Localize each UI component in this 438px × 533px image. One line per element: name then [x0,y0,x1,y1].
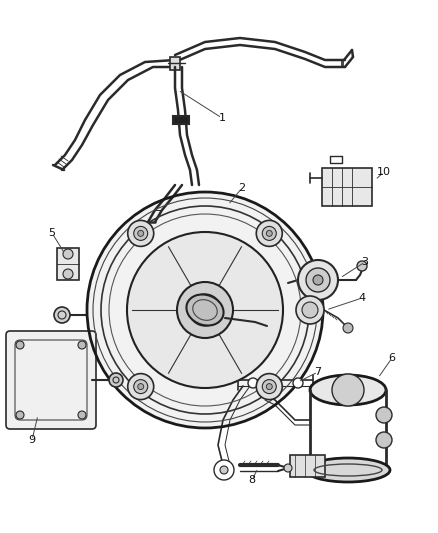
Circle shape [134,227,148,240]
Circle shape [138,384,144,390]
Circle shape [343,323,353,333]
Circle shape [54,307,70,323]
Circle shape [128,374,154,400]
Text: 3: 3 [361,257,368,267]
Ellipse shape [310,375,386,405]
Circle shape [313,275,323,285]
Circle shape [296,296,324,324]
Circle shape [220,466,228,474]
Text: 7: 7 [314,367,321,377]
Circle shape [266,230,272,237]
Circle shape [293,378,303,388]
Circle shape [262,227,276,240]
Circle shape [138,230,144,237]
Circle shape [16,341,24,349]
Circle shape [376,407,392,423]
Text: 9: 9 [28,435,35,445]
Circle shape [16,411,24,419]
Circle shape [127,232,283,388]
Text: 4: 4 [358,293,366,303]
Circle shape [189,294,221,326]
Circle shape [63,249,73,259]
Text: 1: 1 [219,113,226,123]
Circle shape [332,374,364,406]
Bar [290,455,325,477]
Circle shape [78,341,86,349]
FancyBboxPatch shape [6,331,96,429]
Circle shape [284,464,292,472]
Ellipse shape [306,458,390,482]
Circle shape [87,192,323,428]
Circle shape [109,373,123,387]
Circle shape [248,378,258,388]
Circle shape [256,221,282,246]
Text: 6: 6 [389,353,396,363]
Bar [57,248,79,280]
Circle shape [214,460,234,480]
Circle shape [128,221,154,246]
Bar [170,57,180,70]
Text: 8: 8 [248,475,255,485]
Circle shape [266,384,272,390]
Circle shape [256,374,282,400]
Text: 10: 10 [377,167,391,177]
Circle shape [262,379,276,393]
Text: 5: 5 [49,228,56,238]
Circle shape [357,261,367,271]
Circle shape [302,302,318,318]
Text: 2: 2 [238,183,246,193]
Circle shape [78,411,86,419]
Bar [322,168,372,206]
Ellipse shape [187,294,223,326]
Circle shape [177,282,233,338]
Circle shape [376,432,392,448]
Circle shape [298,260,338,300]
Circle shape [63,269,73,279]
Circle shape [134,379,148,393]
Circle shape [306,268,330,292]
Bar [173,116,189,124]
